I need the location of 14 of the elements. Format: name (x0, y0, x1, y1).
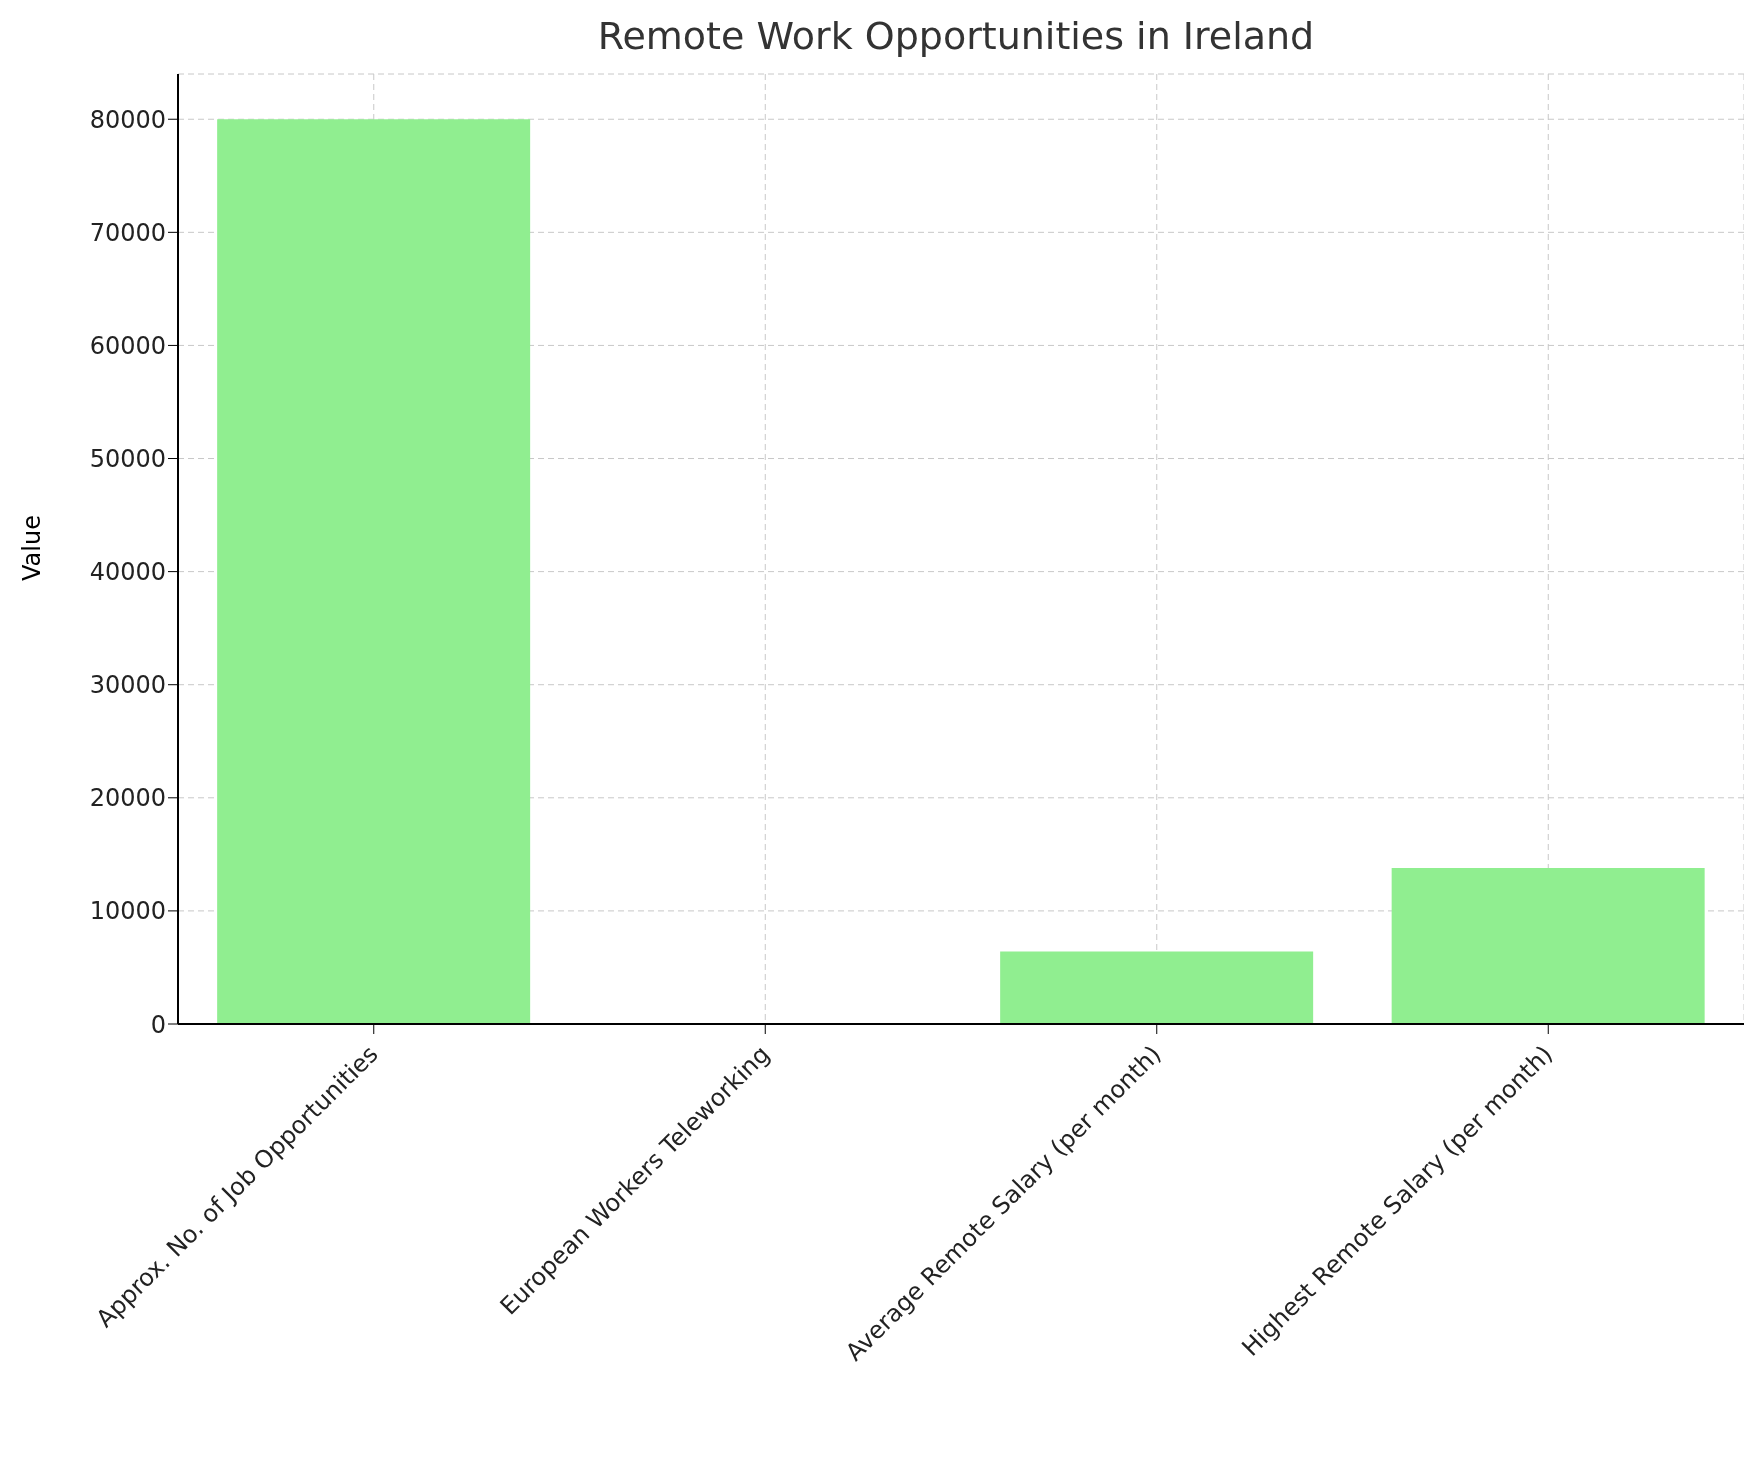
y-tick-label: 20000 (89, 784, 166, 813)
y-tick-label: 60000 (89, 331, 166, 360)
bar (1000, 951, 1314, 1024)
chart-title: Remote Work Opportunities in Ireland (596, 13, 1316, 60)
y-tick-label: 40000 (89, 558, 166, 587)
y-tick-label: 0 (150, 1010, 166, 1039)
y-axis-title: Value (18, 515, 46, 581)
y-tick-label: 10000 (89, 897, 166, 926)
bar (217, 119, 531, 1024)
y-tick-label: 70000 (89, 218, 166, 247)
y-tick-label: 50000 (89, 445, 166, 474)
y-tick-label: 30000 (89, 671, 166, 700)
bar (1391, 867, 1705, 1024)
y-tick-label: 80000 (89, 105, 166, 134)
